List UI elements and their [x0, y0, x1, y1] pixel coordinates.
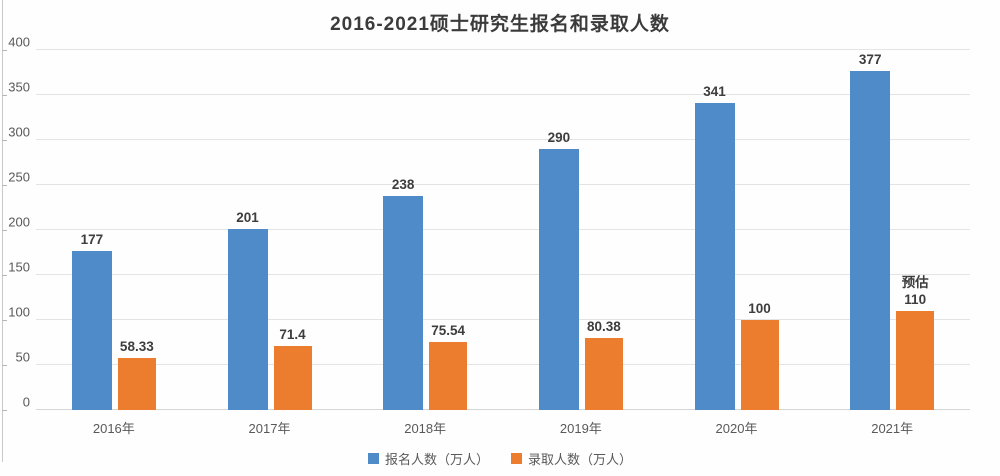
y-tick-label-200: 200 [8, 214, 30, 230]
bar-value-label-admitted-2017年: 71.4 [279, 326, 306, 342]
left-axis-tick [2, 275, 7, 276]
bar-value-label-applicants-2019年: 290 [547, 130, 571, 145]
bar-group-2016年: 177 58.33 2016年 [36, 50, 192, 436]
bar-rect-admitted-2017年 [273, 345, 312, 410]
bar-group-2020年: 341 100 2020年 [659, 50, 815, 436]
bar-admitted-2017年: 71.4 [273, 327, 312, 410]
gridline-250 [36, 184, 970, 185]
bar-applicants-2017年: 201 [227, 210, 268, 410]
legend: 报名人数（万人） 录取人数（万人） [0, 449, 1000, 468]
gridline-300 [36, 139, 970, 140]
bar-rect-admitted-2019年 [584, 337, 623, 410]
bar-applicants-2019年: 290 [538, 130, 579, 410]
bar-rect-admitted-2016年 [117, 357, 156, 410]
y-axis-tick-labels: 0 50 100 150 200 250 300 350 400 [4, 35, 30, 410]
gridline-100 [36, 319, 970, 320]
bar-admitted-2020年: 100 [740, 301, 779, 410]
gridline-150 [36, 274, 970, 275]
bar-admitted-2016年: 58.33 [117, 339, 156, 410]
left-axis-tick [2, 320, 7, 321]
bar-value-label-applicants-2020年: 341 [703, 84, 726, 100]
legend-item-applicants: 报名人数（万人） [367, 449, 489, 468]
bar-admitted-2018年: 75.54 [429, 323, 468, 410]
legend-item-admitted: 录取人数（万人） [511, 449, 632, 468]
bar-group-2017年: 201 71.4 2017年 [192, 50, 348, 436]
gridline-400 [36, 49, 970, 50]
legend-label-applicants: 报名人数（万人） [384, 452, 489, 467]
left-axis-tick [2, 230, 7, 231]
y-tick-label-300: 300 [8, 124, 30, 140]
legend-swatch-applicants [367, 453, 379, 464]
x-axis-label-2017年: 2017年 [248, 421, 291, 436]
bar-groups: 177 58.33 2016年 201 71.4 2017年 238 75.54 2018年 29… [36, 50, 970, 436]
y-tick-label-50: 50 [15, 349, 30, 365]
bar-rect-applicants-2021年 [850, 70, 891, 410]
bar-value-label-applicants-2017年: 201 [236, 210, 259, 226]
x-axis-label-2016年: 2016年 [92, 421, 135, 436]
left-axis-tick [2, 365, 7, 366]
y-tick-label-0: 0 [22, 394, 30, 410]
left-axis-tick [2, 50, 7, 51]
left-axis-tick [2, 140, 7, 141]
y-tick-label-100: 100 [8, 304, 30, 320]
bar-rect-applicants-2020年 [694, 103, 735, 410]
bar-value-label-applicants-2018年: 238 [391, 176, 415, 192]
y-tick-label-250: 250 [8, 169, 30, 185]
bar-group-2021年: 377 预估 110 2021年 [814, 50, 970, 436]
bar-group-2018年: 238 75.54 2018年 [347, 50, 503, 436]
plot-area: 177 58.33 2016年 201 71.4 2017年 238 75.54 2018年 29… [36, 49, 970, 436]
bar-admitted-2021年: 预估 110 [896, 275, 935, 410]
left-axis-tick [2, 185, 7, 186]
bar-rect-applicants-2016年 [71, 250, 112, 410]
bar-rect-applicants-2018年 [383, 195, 424, 410]
x-axis-label-2018年: 2018年 [404, 421, 447, 436]
x-axis-label-2021年: 2021年 [871, 421, 914, 436]
bar-admitted-2019年: 80.38 [584, 319, 623, 410]
gridline-350 [36, 94, 970, 95]
bar-applicants-2016年: 177 [71, 232, 112, 410]
y-tick-label-400: 400 [8, 34, 30, 50]
bar-rect-applicants-2019年 [538, 149, 579, 410]
left-axis-tick [2, 410, 7, 411]
bar-value-label-admitted-2021年: 预估 110 [901, 275, 929, 307]
gridline-0 [36, 409, 970, 410]
chart-title: 2016-2021硕士研究生报名和录取人数 [330, 14, 670, 35]
bar-value-label-admitted-2016年: 58.33 [119, 338, 154, 354]
bar-applicants-2018年: 238 [383, 177, 424, 410]
gridline-200 [36, 229, 970, 230]
x-axis-label-2019年: 2019年 [559, 421, 602, 436]
bar-applicants-2020年: 341 [694, 84, 735, 410]
legend-swatch-admitted [511, 453, 522, 464]
left-axis-line [2, 0, 7, 462]
bar-rect-admitted-2018年 [429, 342, 468, 410]
x-axis-label-2020年: 2020年 [715, 421, 758, 436]
bar-value-label-applicants-2021年: 377 [858, 51, 882, 67]
bar-value-label-admitted-2019年: 80.38 [586, 318, 621, 334]
bar-value-label-admitted-2020年: 100 [748, 301, 771, 316]
bar-rect-admitted-2020年 [740, 320, 779, 410]
bar-value-label-admitted-2018年: 75.54 [431, 323, 466, 338]
bar-rect-applicants-2017年 [227, 229, 268, 410]
bar-rect-admitted-2021年 [896, 311, 935, 410]
y-tick-label-350: 350 [8, 79, 30, 95]
bar-group-2019年: 290 80.38 2019年 [503, 50, 659, 436]
gridline-50 [36, 364, 970, 365]
y-tick-label-150: 150 [8, 259, 30, 275]
bar-applicants-2021年: 377 [850, 52, 891, 410]
bar-value-label-applicants-2016年: 177 [80, 231, 104, 247]
left-axis-tick [2, 95, 7, 96]
legend-label-admitted: 录取人数（万人） [528, 452, 633, 467]
